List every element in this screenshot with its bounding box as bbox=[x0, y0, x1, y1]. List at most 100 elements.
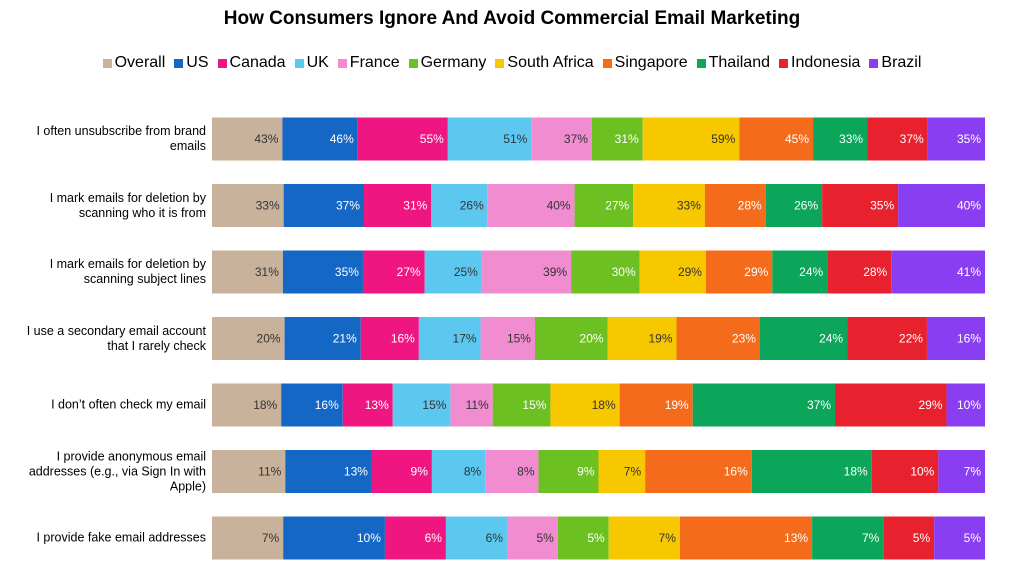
data-label: 13% bbox=[365, 398, 389, 412]
data-label: 16% bbox=[957, 332, 981, 346]
data-label: 25% bbox=[454, 265, 478, 279]
bar-segment bbox=[812, 516, 884, 560]
bar-segment bbox=[445, 516, 507, 560]
bar-segment bbox=[598, 450, 646, 493]
data-label: 17% bbox=[453, 332, 477, 346]
data-label: 39% bbox=[543, 265, 567, 279]
data-label: 6% bbox=[486, 531, 504, 545]
bar-segment bbox=[891, 250, 985, 294]
bar-segment bbox=[591, 117, 643, 161]
bar-segment bbox=[557, 516, 609, 560]
data-label: 24% bbox=[799, 265, 823, 279]
data-label: 29% bbox=[678, 265, 702, 279]
data-label: 21% bbox=[333, 332, 357, 346]
data-label: 33% bbox=[677, 199, 701, 213]
bar-segment bbox=[692, 383, 836, 427]
bar-segment bbox=[431, 450, 486, 493]
bar-segment bbox=[898, 184, 985, 227]
bar-segment bbox=[679, 516, 813, 560]
legend-item: US bbox=[174, 54, 209, 72]
bar-segment bbox=[835, 383, 947, 427]
data-label: 24% bbox=[819, 332, 843, 346]
bar-segment bbox=[822, 184, 899, 227]
bar-segment bbox=[447, 117, 532, 161]
bar-segment bbox=[392, 383, 451, 427]
data-label: 33% bbox=[256, 199, 280, 213]
bar-segment bbox=[281, 383, 343, 427]
data-label: 16% bbox=[391, 332, 415, 346]
category-label: I provide anonymous email addresses (e.g… bbox=[28, 449, 206, 493]
bar-segment bbox=[384, 516, 446, 560]
bar-segment bbox=[639, 250, 706, 294]
bar-segment bbox=[946, 383, 985, 427]
bar-segment bbox=[765, 184, 823, 227]
data-label: 35% bbox=[957, 132, 981, 146]
data-label: 22% bbox=[899, 332, 923, 346]
data-label: 18% bbox=[592, 398, 616, 412]
legend-swatch bbox=[217, 58, 227, 68]
data-label: 33% bbox=[839, 132, 863, 146]
legend-label: Indonesia bbox=[791, 54, 861, 71]
bar-segment bbox=[506, 516, 558, 560]
data-label: 15% bbox=[522, 398, 546, 412]
legend: Overall US Canada UK France Germany South Afri… bbox=[0, 54, 1024, 72]
category-label: I provide fake email addresses bbox=[36, 530, 206, 545]
bar-segment bbox=[867, 117, 928, 161]
data-label: 7% bbox=[624, 465, 642, 479]
bar-segment bbox=[357, 117, 448, 161]
data-label: 5% bbox=[587, 531, 605, 545]
legend-label: Singapore bbox=[614, 54, 688, 71]
data-label: 55% bbox=[420, 132, 444, 146]
bar-segment bbox=[371, 450, 432, 493]
bar-segment bbox=[283, 516, 385, 560]
legend-swatch bbox=[869, 58, 879, 68]
data-label: 28% bbox=[738, 199, 762, 213]
bar-segment bbox=[212, 317, 285, 360]
bar-segment bbox=[608, 516, 680, 560]
bar-segment bbox=[424, 250, 482, 294]
bar-segment bbox=[704, 184, 766, 227]
bar-segment bbox=[871, 450, 939, 493]
bar-segment bbox=[813, 117, 868, 161]
legend-label: Canada bbox=[229, 54, 286, 71]
legend-swatch bbox=[495, 58, 505, 68]
bar-segment bbox=[550, 383, 620, 427]
data-label: 35% bbox=[870, 199, 894, 213]
bar-segment bbox=[285, 450, 372, 493]
data-label: 5% bbox=[964, 531, 982, 545]
data-label: 59% bbox=[711, 132, 735, 146]
legend-swatch bbox=[102, 58, 112, 68]
bar-segment bbox=[531, 117, 592, 161]
data-label: 19% bbox=[665, 398, 689, 412]
data-label: 31% bbox=[403, 199, 427, 213]
data-label: 15% bbox=[507, 332, 531, 346]
legend-label: France bbox=[349, 54, 400, 71]
bar-segment bbox=[431, 184, 488, 227]
legend-label: US bbox=[186, 54, 209, 71]
data-label: 5% bbox=[913, 531, 931, 545]
bar-segment bbox=[619, 383, 693, 427]
data-label: 30% bbox=[612, 265, 636, 279]
category-label: I often unsubscribe from brand emails bbox=[36, 124, 206, 153]
bar-segment bbox=[642, 117, 740, 161]
data-label: 19% bbox=[648, 332, 672, 346]
data-label: 51% bbox=[503, 132, 527, 146]
data-label: 46% bbox=[330, 132, 354, 146]
bar-segment bbox=[362, 250, 425, 294]
bar-segment bbox=[485, 450, 539, 493]
category-label: I use a secondary email account that I r… bbox=[26, 323, 206, 353]
legend-label: UK bbox=[306, 54, 329, 71]
bar-segment bbox=[927, 117, 985, 161]
legend-label: Germany bbox=[420, 54, 487, 71]
data-label: 29% bbox=[919, 398, 943, 412]
data-label: 35% bbox=[335, 265, 359, 279]
data-label: 9% bbox=[411, 465, 429, 479]
legend-swatch bbox=[337, 58, 347, 68]
data-label: 31% bbox=[615, 132, 639, 146]
bar-segment bbox=[283, 184, 364, 227]
data-label: 11% bbox=[466, 398, 489, 412]
legend-swatch bbox=[174, 58, 184, 68]
legend-item: Indonesia bbox=[779, 54, 860, 72]
legend-swatch bbox=[779, 58, 788, 68]
legend-item: Singapore bbox=[602, 54, 688, 72]
